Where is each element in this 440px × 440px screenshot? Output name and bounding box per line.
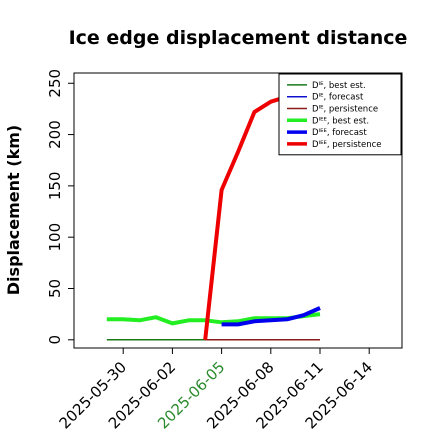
y-axis-label: Displacement (km) bbox=[4, 125, 23, 295]
legend-label: Dᴵᴱ, forecast bbox=[312, 93, 364, 103]
y-tick-label: 50 bbox=[46, 279, 64, 298]
legend-label: Dᴵᴱ, persistence bbox=[312, 105, 378, 115]
plot-frame bbox=[73, 72, 403, 349]
legend-label: Dᴵᴱᴱ, best est. bbox=[312, 116, 369, 126]
y-tick-label: 200 bbox=[46, 120, 64, 149]
legend-label: Dᴵᴱᴱ, persistence bbox=[312, 140, 381, 150]
legend: Dᴵᴱ, best est. Dᴵᴱ, forecast Dᴵᴱ, persiste… bbox=[278, 73, 402, 156]
legend-label: Dᴵᴱ, best est. bbox=[312, 81, 366, 91]
series-line-5 bbox=[221, 306, 321, 327]
y-tick-label: 100 bbox=[46, 223, 64, 252]
y-tick-label: 0 bbox=[46, 335, 64, 345]
chart-title: Ice edge displacement distance bbox=[69, 27, 408, 49]
x-axis: 2025-05-302025-06-022025-06-052025-06-08… bbox=[56, 348, 376, 432]
y-axis: 0 50 100 150 200 250 bbox=[46, 69, 74, 345]
legend-label: Dᴵᴱᴱ, forecast bbox=[312, 128, 367, 138]
y-tick-label: 150 bbox=[46, 172, 64, 201]
y-tick-label: 250 bbox=[46, 69, 64, 98]
legend-box bbox=[278, 73, 402, 156]
